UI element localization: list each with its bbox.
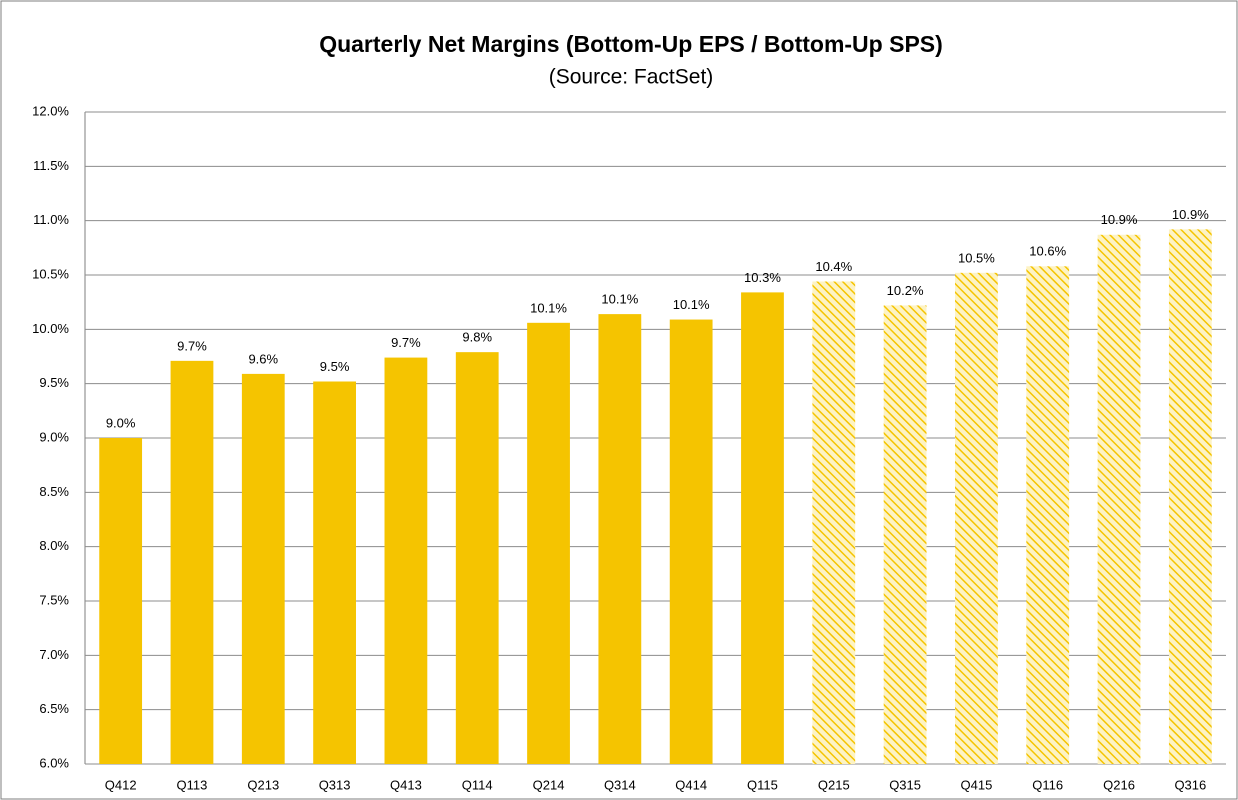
x-tick-label: Q316 xyxy=(1174,777,1206,792)
y-tick-label: 11.0% xyxy=(33,212,69,227)
y-tick-label: 12.0% xyxy=(32,103,69,118)
data-label: 9.7% xyxy=(177,338,207,353)
bar xyxy=(812,281,856,764)
x-tick-label: Q113 xyxy=(177,777,208,792)
data-label: 10.1% xyxy=(530,300,567,315)
bar xyxy=(527,322,570,764)
y-tick-label: 6.5% xyxy=(39,701,69,716)
x-tick-label: Q115 xyxy=(747,777,778,792)
x-tick-label: Q116 xyxy=(1032,777,1063,792)
data-label: 10.3% xyxy=(744,270,781,285)
data-label: 9.7% xyxy=(391,335,421,350)
x-tick-label: Q412 xyxy=(105,777,137,792)
x-tick-label: Q314 xyxy=(604,777,636,792)
chart-subtitle: (Source: FactSet) xyxy=(549,66,714,89)
x-tick-label: Q114 xyxy=(462,777,493,792)
bar xyxy=(955,272,998,764)
bar xyxy=(313,381,356,764)
y-tick-label: 8.5% xyxy=(39,484,69,499)
x-tick-label: Q216 xyxy=(1103,777,1135,792)
bar xyxy=(455,352,499,764)
x-tick-label: Q214 xyxy=(533,777,565,792)
y-tick-label: 10.0% xyxy=(32,321,69,336)
data-label: 9.8% xyxy=(462,330,492,345)
bar xyxy=(741,292,784,764)
data-label: 9.6% xyxy=(248,351,278,366)
data-label: 10.6% xyxy=(1029,244,1066,259)
bar xyxy=(1168,229,1212,765)
chart-title: Quarterly Net Margins (Bottom-Up EPS / B… xyxy=(319,31,943,57)
bar xyxy=(170,360,214,764)
data-label: 10.2% xyxy=(887,283,924,298)
y-tick-label: 7.5% xyxy=(39,592,69,607)
y-tick-label: 9.0% xyxy=(39,429,69,444)
x-tick-label: Q414 xyxy=(675,777,707,792)
x-tick-label: Q413 xyxy=(390,777,422,792)
x-tick-label: Q215 xyxy=(818,777,850,792)
y-tick-label: 8.0% xyxy=(39,538,69,553)
x-tick-label: Q313 xyxy=(319,777,351,792)
bar xyxy=(883,305,927,764)
bar xyxy=(1097,234,1141,764)
data-label: 10.9% xyxy=(1101,212,1138,227)
x-tick-label: Q213 xyxy=(247,777,279,792)
y-tick-label: 10.5% xyxy=(32,266,69,281)
bar xyxy=(598,314,642,764)
data-label: 10.9% xyxy=(1172,207,1209,222)
y-tick-label: 11.5% xyxy=(33,158,69,173)
data-label: 10.5% xyxy=(958,250,995,265)
bar xyxy=(669,319,713,764)
y-tick-label: 9.5% xyxy=(39,375,69,390)
bar xyxy=(99,438,143,764)
y-tick-label: 7.0% xyxy=(39,647,69,662)
bar xyxy=(384,357,428,764)
y-tick-label: 6.0% xyxy=(39,755,69,770)
data-label: 10.1% xyxy=(673,297,710,312)
x-tick-label: Q315 xyxy=(889,777,921,792)
x-tick-label: Q415 xyxy=(961,777,993,792)
bar xyxy=(241,373,285,764)
data-label: 10.4% xyxy=(815,259,852,274)
data-label: 10.1% xyxy=(601,292,638,307)
data-label: 9.5% xyxy=(320,359,350,374)
bar xyxy=(1026,266,1070,764)
data-label: 9.0% xyxy=(106,415,136,430)
